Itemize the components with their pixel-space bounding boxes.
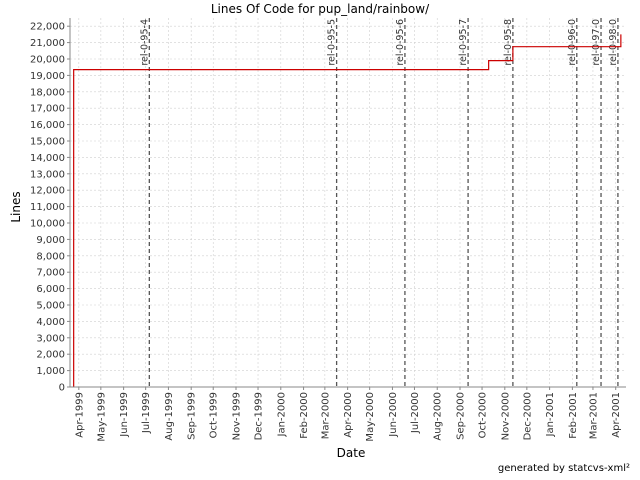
- y-tick-label: 19,000: [30, 71, 65, 82]
- x-tick-label: Feb-2000: [299, 392, 310, 439]
- y-tick-label: 21,000: [30, 38, 65, 49]
- x-tick-label: Apr-2001: [611, 392, 622, 438]
- x-tick-label: Feb-2001: [568, 392, 579, 439]
- release-marker-label: rel-0-95-7: [458, 19, 469, 66]
- x-tick-label: Dec-1999: [254, 392, 265, 440]
- plot-area: [70, 18, 626, 387]
- release-marker-label: rel-0-95-8: [503, 19, 514, 66]
- y-tick-label: 20,000: [30, 55, 65, 66]
- y-tick-label: 17,000: [30, 104, 65, 115]
- x-tick-label: Sep-1999: [187, 392, 198, 440]
- release-marker-label: rel-0-96-0: [567, 19, 578, 66]
- y-tick-label: 15,000: [30, 137, 65, 148]
- y-tick-label: 16,000: [30, 120, 65, 131]
- y-tick-label: 5,000: [36, 301, 65, 312]
- y-axis-label: Lines: [9, 191, 23, 222]
- series-lines: [73, 34, 622, 387]
- x-tick-label: Oct-1999: [209, 392, 220, 438]
- x-tick-label: Nov-2000: [500, 392, 511, 440]
- generator-credit: generated by statcvs-xml²: [497, 463, 630, 474]
- y-tick-label: 22,000: [30, 22, 65, 33]
- x-tick-labels: Apr-1999 May-1999 Jun-1999 Jul-1999 Aug-1999…: [74, 392, 622, 442]
- y-tick-label: 9,000: [36, 235, 65, 246]
- x-tick-label: Aug-1999: [164, 392, 175, 441]
- release-marker-label: rel-0-95-6: [395, 19, 406, 66]
- x-tick-label: Mar-2001: [588, 392, 599, 439]
- release-marker-label: rel-0-95-5: [327, 19, 338, 66]
- x-tick-label: Jun-1999: [119, 392, 130, 438]
- y-tick-label: 18,000: [30, 87, 65, 98]
- x-axis-label: Date: [337, 446, 366, 460]
- y-tick-labels: 0 1,000 2,000 3,000 4,000 5,000 6,000 7,000 8,00…: [30, 22, 65, 394]
- x-tick-label: Jul-1999: [141, 392, 152, 434]
- x-tick-label: Nov-1999: [231, 392, 242, 440]
- y-tick-label: 11,000: [30, 202, 65, 213]
- x-tick-label: May-1999: [96, 392, 107, 442]
- x-tick-label: Jan-2001: [545, 392, 556, 437]
- x-tick-label: Apr-1999: [74, 392, 85, 438]
- y-tick-label: 2,000: [36, 350, 65, 361]
- x-tick-label: Jun-2000: [388, 392, 399, 438]
- x-tick-label: Aug-2000: [433, 392, 444, 441]
- y-tick-label: 1,000: [36, 366, 65, 377]
- x-tick-label: Jan-2000: [276, 392, 287, 437]
- y-tick-label: 6,000: [36, 284, 65, 295]
- release-markers: rel-0-95-4 rel-0-95-5 rel-0-95-6 rel-0-95-7…: [139, 18, 619, 387]
- release-marker-label: rel-0-97-0: [591, 19, 602, 66]
- axes: [67, 18, 626, 390]
- lines-of-code-series: [73, 34, 622, 387]
- y-tick-label: 10,000: [30, 219, 65, 230]
- grid-lines: [70, 18, 626, 388]
- x-tick-label: Jul-2000: [410, 392, 421, 434]
- release-marker-label: rel-0-98-0: [608, 19, 619, 66]
- x-tick-label: Dec-2000: [522, 392, 533, 440]
- y-tick-label: 3,000: [36, 333, 65, 344]
- y-tick-label: 0: [59, 383, 65, 394]
- x-tick-label: May-2000: [365, 392, 376, 442]
- y-tick-label: 7,000: [36, 268, 65, 279]
- x-tick-label: Apr-2000: [343, 392, 354, 438]
- chart-title: Lines Of Code for pup_land/rainbow/: [211, 2, 430, 16]
- x-tick-label: Mar-2000: [320, 392, 331, 439]
- y-tick-label: 4,000: [36, 317, 65, 328]
- x-tick-label: Sep-2000: [456, 392, 467, 440]
- release-marker-label: rel-0-95-4: [139, 19, 150, 66]
- x-tick-label: Oct-2000: [478, 392, 489, 438]
- y-tick-label: 13,000: [30, 169, 65, 180]
- y-tick-label: 8,000: [36, 251, 65, 262]
- y-tick-label: 14,000: [30, 153, 65, 164]
- y-tick-label: 12,000: [30, 186, 65, 197]
